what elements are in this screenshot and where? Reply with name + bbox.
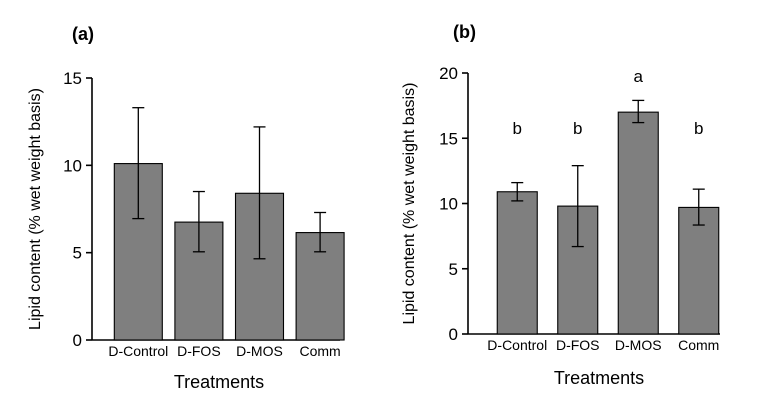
bar-1-3: [678, 206, 720, 335]
bar-1-2: [617, 111, 659, 335]
panel-label-1: (b): [453, 22, 476, 42]
y-tick-label-0-2: 10: [63, 156, 82, 175]
category-label-1-3: Comm: [678, 337, 719, 353]
y-axis-title-1: Lipid content (% wet weight basis): [401, 83, 418, 325]
category-label-1-0: D-Control: [487, 337, 547, 353]
x-axis-title-1: Treatments: [554, 368, 644, 388]
significance-letter-1-0: b: [513, 119, 522, 138]
category-label-0-3: Comm: [299, 343, 340, 359]
category-label-0-0: D-Control: [108, 343, 168, 359]
y-tick-label-1-0: 0: [449, 325, 458, 344]
y-tick-label-1-3: 15: [439, 129, 458, 148]
category-label-1-1: D-FOS: [556, 337, 600, 353]
category-label-1-2: D-MOS: [615, 337, 662, 353]
category-label-0-1: D-FOS: [177, 343, 221, 359]
y-tick-label-0-1: 5: [73, 244, 82, 263]
y-tick-label-0-3: 15: [63, 69, 82, 88]
y-tick-label-0-0: 0: [73, 331, 82, 350]
panel-label-0: (a): [72, 24, 94, 44]
bar-1-0: [496, 191, 538, 335]
x-axis-title-0: Treatments: [174, 372, 264, 392]
y-tick-label-1-2: 10: [439, 195, 458, 214]
significance-letter-1-2: a: [634, 67, 644, 86]
category-label-0-2: D-MOS: [236, 343, 283, 359]
y-axis-title-0: Lipid content (% wet weight basis): [27, 88, 44, 330]
y-tick-label-1-1: 5: [449, 260, 458, 279]
y-tick-label-1-4: 20: [439, 64, 458, 83]
significance-letter-1-1: b: [573, 119, 582, 138]
significance-letter-1-3: b: [694, 119, 703, 138]
